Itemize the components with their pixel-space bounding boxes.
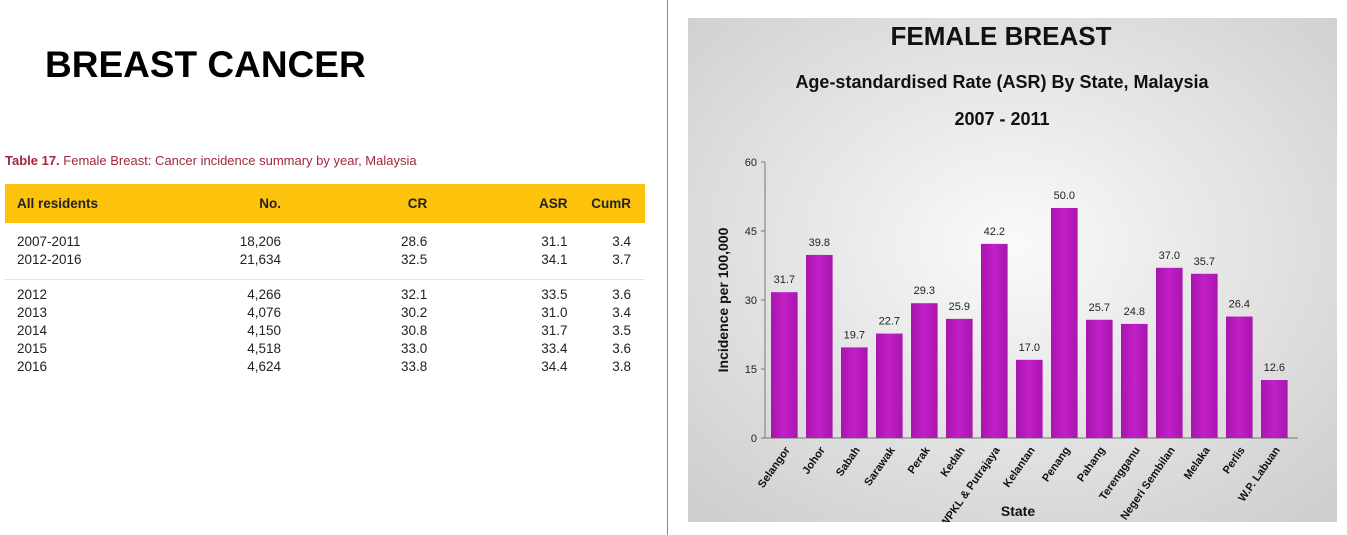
divider bbox=[667, 0, 668, 535]
bar bbox=[981, 243, 1008, 438]
spacer bbox=[5, 269, 645, 280]
cell-cumr: 3.8 bbox=[612, 359, 631, 374]
table-header: All residents No. CR ASR CumR bbox=[5, 184, 645, 223]
y-tick-label: 30 bbox=[745, 295, 757, 307]
table-row: 2015 4,518 33.0 33.4 3.6 bbox=[5, 340, 645, 358]
table-caption-text: Female Breast: Cancer incidence summary … bbox=[59, 153, 417, 168]
data-label: 42.2 bbox=[984, 226, 1005, 238]
cell-asr: 31.0 bbox=[541, 305, 568, 320]
asr-bar-chart: FEMALE BREAST Age-standardised Rate (ASR)… bbox=[688, 18, 1337, 522]
cell-no: 21,634 bbox=[239, 252, 281, 267]
table-row: 2012 4,266 32.1 33.5 3.6 bbox=[5, 286, 645, 304]
bar bbox=[1156, 267, 1183, 438]
bar bbox=[1191, 273, 1218, 438]
bar bbox=[946, 318, 973, 438]
data-label: 50.0 bbox=[1054, 190, 1075, 202]
cell-cr: 33.0 bbox=[401, 341, 428, 356]
bar bbox=[1086, 319, 1113, 438]
cell-no: 4,150 bbox=[247, 323, 281, 338]
data-label: 37.0 bbox=[1159, 250, 1180, 262]
cell-no: 4,518 bbox=[247, 341, 281, 356]
cell-asr: 34.4 bbox=[541, 359, 568, 374]
column-header: CR bbox=[407, 196, 428, 211]
cell-cumr: 3.5 bbox=[612, 323, 631, 338]
bar bbox=[1261, 380, 1288, 438]
table-number: Table 17. bbox=[5, 153, 60, 168]
y-tick-label: 0 bbox=[751, 433, 757, 445]
column-header: All residents bbox=[17, 196, 99, 211]
cell-year: 2014 bbox=[17, 323, 48, 338]
column-header: ASR bbox=[539, 196, 568, 211]
table-row: 2007-2011 18,206 28.6 31.1 3.4 bbox=[5, 233, 645, 251]
cell-year: 2013 bbox=[17, 305, 48, 320]
table-row: 2016 4,624 33.8 34.4 3.8 bbox=[5, 358, 645, 376]
table-row: 2014 4,150 30.8 31.7 3.5 bbox=[5, 322, 645, 340]
cell-cumr: 3.4 bbox=[612, 234, 631, 249]
cell-cr: 32.1 bbox=[401, 287, 428, 302]
cell-year: 2007-2011 bbox=[17, 234, 81, 249]
chart-period: 2007 - 2011 bbox=[954, 109, 1049, 129]
cell-no: 4,266 bbox=[247, 287, 281, 302]
bar bbox=[1051, 208, 1078, 438]
cell-cumr: 3.6 bbox=[612, 287, 631, 302]
data-label: 24.8 bbox=[1124, 306, 1145, 318]
cell-year: 2016 bbox=[17, 359, 48, 374]
cell-asr: 33.4 bbox=[541, 341, 568, 356]
cell-cumr: 3.4 bbox=[612, 305, 631, 320]
bar bbox=[1121, 323, 1148, 438]
chart-title: FEMALE BREAST bbox=[891, 21, 1112, 51]
cell-asr: 31.1 bbox=[541, 234, 568, 249]
data-label: 25.7 bbox=[1089, 302, 1110, 314]
cell-cr: 30.8 bbox=[401, 323, 428, 338]
cell-asr: 31.7 bbox=[541, 323, 568, 338]
y-tick-label: 15 bbox=[745, 364, 757, 376]
cell-cumr: 3.6 bbox=[612, 341, 631, 356]
cell-year: 2015 bbox=[17, 341, 48, 356]
data-label: 19.7 bbox=[844, 329, 865, 341]
data-label: 29.3 bbox=[914, 285, 935, 297]
data-label: 12.6 bbox=[1264, 362, 1285, 374]
y-tick-label: 45 bbox=[745, 226, 757, 238]
data-label: 31.7 bbox=[774, 274, 795, 286]
cell-asr: 34.1 bbox=[541, 252, 568, 267]
bar bbox=[771, 292, 798, 438]
incidence-table: All residents No. CR ASR CumR 2007-2011 18,20… bbox=[5, 184, 645, 376]
cell-cr: 33.8 bbox=[401, 359, 428, 374]
cell-cr: 28.6 bbox=[401, 234, 428, 249]
cell-no: 4,076 bbox=[247, 305, 281, 320]
bar bbox=[841, 347, 868, 438]
y-axis-label: Incidence per 100,000 bbox=[715, 227, 731, 372]
spacer bbox=[5, 223, 645, 233]
bar bbox=[876, 333, 903, 438]
cell-asr: 33.5 bbox=[541, 287, 568, 302]
table-row: 2013 4,076 30.2 31.0 3.4 bbox=[5, 304, 645, 322]
slide-title: BREAST CANCER bbox=[45, 44, 366, 85]
y-tick-label: 60 bbox=[745, 157, 757, 169]
chart-subtitle: Age-standardised Rate (ASR) By State, Ma… bbox=[795, 72, 1209, 92]
table-caption: Table 17. Female Breast: Cancer incidenc… bbox=[5, 153, 417, 168]
bar bbox=[1226, 316, 1253, 438]
bar bbox=[1016, 359, 1043, 438]
table-row: 2012-2016 21,634 32.5 34.1 3.7 bbox=[5, 251, 645, 269]
data-label: 25.9 bbox=[949, 301, 970, 313]
data-label: 22.7 bbox=[879, 316, 900, 328]
cell-no: 18,206 bbox=[239, 234, 281, 249]
data-label: 26.4 bbox=[1229, 299, 1250, 311]
bar bbox=[806, 254, 833, 438]
data-label: 35.7 bbox=[1194, 256, 1215, 268]
cell-cr: 32.5 bbox=[401, 252, 428, 267]
cell-cumr: 3.7 bbox=[612, 252, 631, 267]
x-axis-label: State bbox=[1001, 503, 1035, 519]
data-label: 17.0 bbox=[1019, 342, 1040, 354]
data-label: 39.8 bbox=[809, 237, 830, 249]
cell-no: 4,624 bbox=[247, 359, 281, 374]
bar bbox=[911, 303, 938, 438]
column-header: CumR bbox=[591, 196, 631, 211]
column-header: No. bbox=[259, 196, 281, 211]
cell-year: 2012-2016 bbox=[17, 252, 82, 267]
cell-year: 2012 bbox=[17, 287, 48, 302]
cell-cr: 30.2 bbox=[401, 305, 428, 320]
